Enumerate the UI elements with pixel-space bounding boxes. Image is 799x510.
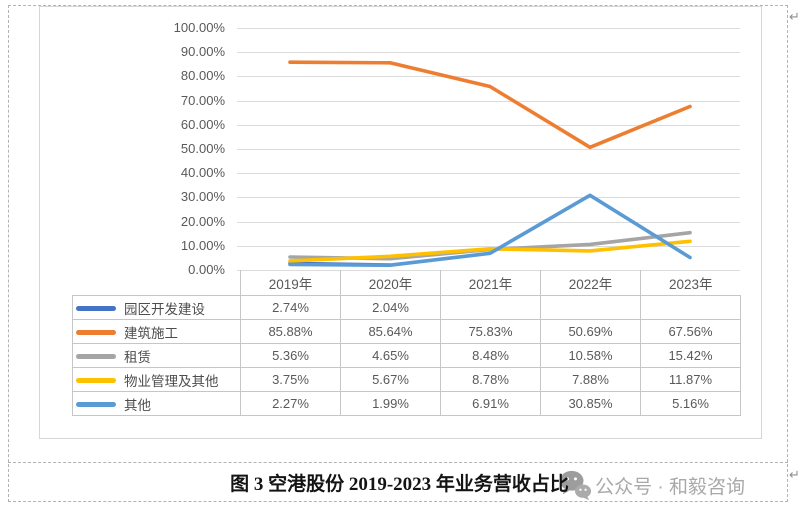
series-name-label: 其他 — [124, 397, 151, 413]
table-row: 物业管理及其他 3.75% 5.67% 8.78% 7.88% 11.87% — [72, 367, 741, 392]
y-axis-tick-label: 100.00% — [173, 20, 225, 35]
y-axis-tick-label: 40.00% — [180, 165, 225, 181]
table-row: 其他 2.27% 1.99% 6.91% 30.85% 5.16% — [72, 391, 741, 416]
value-cell: 30.85% — [540, 391, 641, 416]
legend-key-line — [76, 401, 116, 407]
value-cell: 5.16% — [640, 391, 741, 416]
series-name-label: 租赁 — [124, 349, 151, 365]
legend-key-line — [76, 305, 116, 311]
value-cell: 11.87% — [640, 367, 741, 392]
value-cell: 2.27% — [240, 391, 341, 416]
gridline — [237, 52, 740, 54]
gridline — [237, 76, 740, 78]
value-cell: 67.56% — [640, 319, 741, 344]
y-axis-tick-label: 20.00% — [180, 213, 225, 229]
value-cell: 85.64% — [340, 319, 441, 344]
gridline — [237, 245, 740, 247]
gridline — [237, 124, 740, 126]
series-name-cell: 其他 — [72, 391, 241, 416]
watermark-text: 公众号 · 和毅咨询 — [595, 476, 745, 498]
series-name-label: 园区开发建设 — [124, 301, 205, 317]
value-cell: 5.36% — [240, 343, 341, 368]
table-row: 建筑施工 85.88% 85.64% 75.83% 50.69% 67.56% — [72, 319, 741, 344]
x-axis-category-label: 2023年 — [640, 270, 741, 296]
value-cell — [540, 295, 641, 320]
y-axis-tick-label: 30.00% — [180, 189, 225, 205]
table-row: 租赁 5.36% 4.65% 8.48% 10.58% 15.42% — [72, 343, 741, 368]
series-name-cell: 物业管理及其他 — [72, 367, 241, 392]
gridline — [237, 28, 740, 29]
value-cell: 3.75% — [240, 367, 341, 392]
series-name-label: 建筑施工 — [124, 325, 178, 341]
series-name-cell: 园区开发建设 — [72, 295, 241, 320]
value-cell: 75.83% — [440, 319, 541, 344]
x-axis-category-label: 2022年 — [540, 270, 641, 296]
legend-key-line — [76, 377, 116, 383]
table-header-row: 2019年 2020年 2021年 2022年 2023年 — [73, 270, 741, 296]
y-axis: 100.00% 90.00% 80.00% 70.00% 60.00% 50.00% 40.… — [40, 20, 231, 277]
series-line-1 — [288, 60, 692, 150]
series-name-label: 物业管理及其他 — [124, 373, 219, 389]
value-cell: 4.65% — [340, 343, 441, 368]
value-cell: 2.74% — [240, 295, 341, 320]
x-axis-category-label: 2021年 — [440, 270, 541, 296]
watermark: 公众号 · 和毅咨询 — [558, 468, 745, 502]
value-cell: 7.88% — [540, 367, 641, 392]
series-name-cell: 租赁 — [72, 343, 241, 368]
value-cell: 10.58% — [540, 343, 641, 368]
x-axis-category-label: 2019年 — [240, 270, 341, 296]
caption-row: 图 3 空港股份 2019-2023 年业务营收占比 公众号 · 和毅咨询 — [0, 462, 799, 503]
gridline — [237, 173, 740, 175]
table-row: 园区开发建设 2.74% 2.04% — [72, 295, 741, 320]
y-axis-tick-label: 90.00% — [180, 44, 225, 60]
line-plot — [288, 60, 692, 267]
legend-key-line — [76, 329, 116, 335]
y-axis-tick-label: 60.00% — [180, 116, 225, 132]
series-line-3 — [288, 239, 692, 263]
frame-row-divider — [8, 462, 788, 463]
series-name-cell: 建筑施工 — [72, 319, 241, 344]
value-cell — [440, 295, 541, 320]
gridline — [237, 149, 740, 150]
paragraph-mark: ↵ — [789, 467, 799, 482]
value-cell: 8.48% — [440, 343, 541, 368]
gridline — [237, 221, 740, 223]
gridline — [237, 100, 740, 102]
text-frame-border — [8, 5, 788, 502]
y-axis-tick-label: 70.00% — [180, 92, 225, 108]
legend-key-line — [76, 353, 116, 359]
y-axis-tick-label: 50.00% — [180, 141, 225, 156]
value-cell: 8.78% — [440, 367, 541, 392]
value-cell: 85.88% — [240, 319, 341, 344]
x-axis-category-label: 2020年 — [340, 270, 441, 296]
value-cell: 5.67% — [340, 367, 441, 392]
series-line-4 — [288, 193, 692, 267]
chart-object[interactable]: 100.00% 90.00% 80.00% 70.00% 60.00% 50.00% 40.… — [39, 6, 762, 439]
gridlines — [237, 28, 740, 272]
value-cell: 15.42% — [640, 343, 741, 368]
chart-data-table: 2019年 2020年 2021年 2022年 2023年园区开发建设 2.74% 2.04… — [72, 270, 741, 416]
gridline — [237, 197, 740, 199]
figure-caption: 图 3 空港股份 2019-2023 年业务营收占比 — [230, 474, 569, 495]
y-axis-tick-label: 10.00% — [180, 237, 225, 253]
value-cell: 50.69% — [540, 319, 641, 344]
wechat-icon — [559, 470, 592, 501]
value-cell — [640, 295, 741, 320]
value-cell: 2.04% — [340, 295, 441, 320]
paragraph-mark: ↵ — [789, 9, 799, 24]
value-cell: 6.91% — [440, 391, 541, 416]
y-axis-tick-label: 80.00% — [180, 68, 225, 84]
y-axis-tick-label: 0.00% — [188, 262, 225, 277]
table-corner-cell — [73, 270, 241, 296]
value-cell: 1.99% — [340, 391, 441, 416]
